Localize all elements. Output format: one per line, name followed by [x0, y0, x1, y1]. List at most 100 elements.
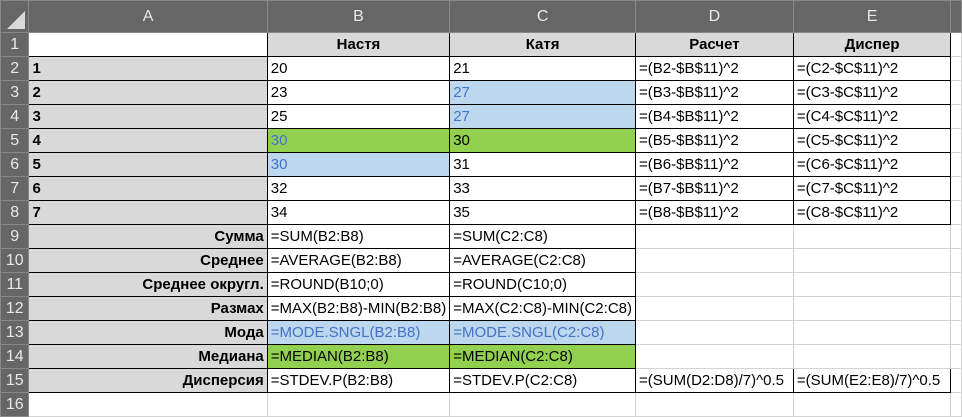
- row-header[interactable]: 6: [0, 152, 30, 177]
- cell-D12[interactable]: [635, 296, 794, 321]
- column-header-D[interactable]: D: [635, 0, 794, 33]
- cell-A5[interactable]: 4: [28, 128, 268, 153]
- row-header[interactable]: 15: [0, 368, 30, 393]
- cell-D10[interactable]: [635, 248, 794, 273]
- cell-A2[interactable]: 1: [28, 56, 268, 81]
- column-header-E[interactable]: E: [792, 0, 952, 33]
- cell-B10[interactable]: =AVERAGE(B2:B8): [266, 248, 451, 273]
- row-header[interactable]: 2: [0, 56, 30, 81]
- cell-C3[interactable]: 27: [449, 80, 636, 105]
- cell-F16[interactable]: [950, 392, 962, 417]
- cell-C15[interactable]: =STDEV.P(C2:C8): [449, 368, 636, 393]
- cell-D1[interactable]: Расчет: [635, 32, 794, 57]
- cell-E3[interactable]: =(C3-$C$11)^2: [792, 80, 952, 105]
- select-all-button[interactable]: [0, 0, 30, 33]
- cell-D15[interactable]: =(SUM(D2:D8)/7)^0.5: [635, 368, 794, 393]
- cell-E8[interactable]: =(C8-$C$11)^2: [792, 200, 952, 225]
- cell-E1[interactable]: Диспер: [792, 32, 952, 57]
- cell-A6[interactable]: 5: [28, 152, 268, 177]
- cell-E5[interactable]: =(C5-$C$11)^2: [792, 128, 952, 153]
- row-header[interactable]: 3: [0, 80, 30, 105]
- column-header-next[interactable]: [950, 0, 962, 33]
- cell-A4[interactable]: 3: [28, 104, 268, 129]
- cell-A1[interactable]: [28, 32, 268, 57]
- cell-D7[interactable]: =(B7-$B$11)^2: [635, 176, 794, 201]
- row-header[interactable]: 5: [0, 128, 30, 153]
- cell-E13[interactable]: [792, 320, 952, 345]
- cell-C5[interactable]: 30: [449, 128, 636, 153]
- cell-C14[interactable]: =MEDIAN(C2:C8): [449, 344, 636, 369]
- cell-C2[interactable]: 21: [449, 56, 636, 81]
- cell-B14[interactable]: =MEDIAN(B2:B8): [266, 344, 451, 369]
- row-header[interactable]: 8: [0, 200, 30, 225]
- cell-F8[interactable]: [950, 200, 962, 225]
- row-header[interactable]: 13: [0, 320, 30, 345]
- cell-A12[interactable]: Размах: [28, 296, 268, 321]
- cell-B7[interactable]: 32: [266, 176, 451, 201]
- cell-F7[interactable]: [950, 176, 962, 201]
- cell-A14[interactable]: Медиана: [28, 344, 268, 369]
- cell-F15[interactable]: [950, 368, 962, 393]
- row-header[interactable]: 14: [0, 344, 30, 369]
- cell-F5[interactable]: [950, 128, 962, 153]
- cell-F14[interactable]: [950, 344, 962, 369]
- cell-B12[interactable]: =MAX(B2:B8)-MIN(B2:B8): [266, 296, 451, 321]
- cell-D13[interactable]: [635, 320, 794, 345]
- cell-D8[interactable]: =(B8-$B$11)^2: [635, 200, 794, 225]
- column-header-C[interactable]: C: [449, 0, 636, 33]
- cell-A7[interactable]: 6: [28, 176, 268, 201]
- cell-E12[interactable]: [792, 296, 952, 321]
- cell-A15[interactable]: Дисперсия: [28, 368, 268, 393]
- row-header[interactable]: 1: [0, 32, 30, 57]
- cell-F9[interactable]: [950, 224, 962, 249]
- cell-D9[interactable]: [635, 224, 794, 249]
- column-header-B[interactable]: B: [266, 0, 451, 33]
- cell-D14[interactable]: [635, 344, 794, 369]
- cell-E16[interactable]: [792, 392, 952, 417]
- cell-F11[interactable]: [950, 272, 962, 297]
- cell-B13[interactable]: =MODE.SNGL(B2:B8): [266, 320, 451, 345]
- cell-F2[interactable]: [950, 56, 962, 81]
- row-header[interactable]: 12: [0, 296, 30, 321]
- row-header[interactable]: 11: [0, 272, 30, 297]
- row-header[interactable]: 9: [0, 224, 30, 249]
- cell-C8[interactable]: 35: [449, 200, 636, 225]
- cell-B15[interactable]: =STDEV.P(B2:B8): [266, 368, 451, 393]
- cell-B8[interactable]: 34: [266, 200, 451, 225]
- cell-E11[interactable]: [792, 272, 952, 297]
- cell-A3[interactable]: 2: [28, 80, 268, 105]
- cell-B1[interactable]: Настя: [266, 32, 451, 57]
- row-header[interactable]: 7: [0, 176, 30, 201]
- cell-B16[interactable]: [266, 392, 451, 417]
- cell-E15[interactable]: =(SUM(E2:E8)/7)^0.5: [792, 368, 952, 393]
- cell-B6[interactable]: 30: [266, 152, 451, 177]
- cell-D16[interactable]: [635, 392, 794, 417]
- column-header-A[interactable]: A: [28, 0, 268, 33]
- cell-C13[interactable]: =MODE.SNGL(C2:C8): [449, 320, 636, 345]
- cell-B5[interactable]: 30: [266, 128, 451, 153]
- cell-F13[interactable]: [950, 320, 962, 345]
- cell-E7[interactable]: =(C7-$C$11)^2: [792, 176, 952, 201]
- row-header[interactable]: 10: [0, 248, 30, 273]
- cell-F4[interactable]: [950, 104, 962, 129]
- cell-C7[interactable]: 33: [449, 176, 636, 201]
- cell-B4[interactable]: 25: [266, 104, 451, 129]
- cell-A13[interactable]: Мода: [28, 320, 268, 345]
- cell-E9[interactable]: [792, 224, 952, 249]
- cell-F10[interactable]: [950, 248, 962, 273]
- cell-C11[interactable]: =ROUND(C10;0): [449, 272, 636, 297]
- cell-A8[interactable]: 7: [28, 200, 268, 225]
- cell-C9[interactable]: =SUM(C2:C8): [449, 224, 636, 249]
- cell-E6[interactable]: =(C6-$C$11)^2: [792, 152, 952, 177]
- cell-C1[interactable]: Катя: [449, 32, 636, 57]
- cell-A10[interactable]: Среднее: [28, 248, 268, 273]
- cell-B3[interactable]: 23: [266, 80, 451, 105]
- cell-B11[interactable]: =ROUND(B10;0): [266, 272, 451, 297]
- cell-F12[interactable]: [950, 296, 962, 321]
- cell-D3[interactable]: =(B3-$B$11)^2: [635, 80, 794, 105]
- cell-D2[interactable]: =(B2-$B$11)^2: [635, 56, 794, 81]
- cell-F6[interactable]: [950, 152, 962, 177]
- cell-A11[interactable]: Среднее округл.: [28, 272, 268, 297]
- cell-B9[interactable]: =SUM(B2:B8): [266, 224, 451, 249]
- cell-E14[interactable]: [792, 344, 952, 369]
